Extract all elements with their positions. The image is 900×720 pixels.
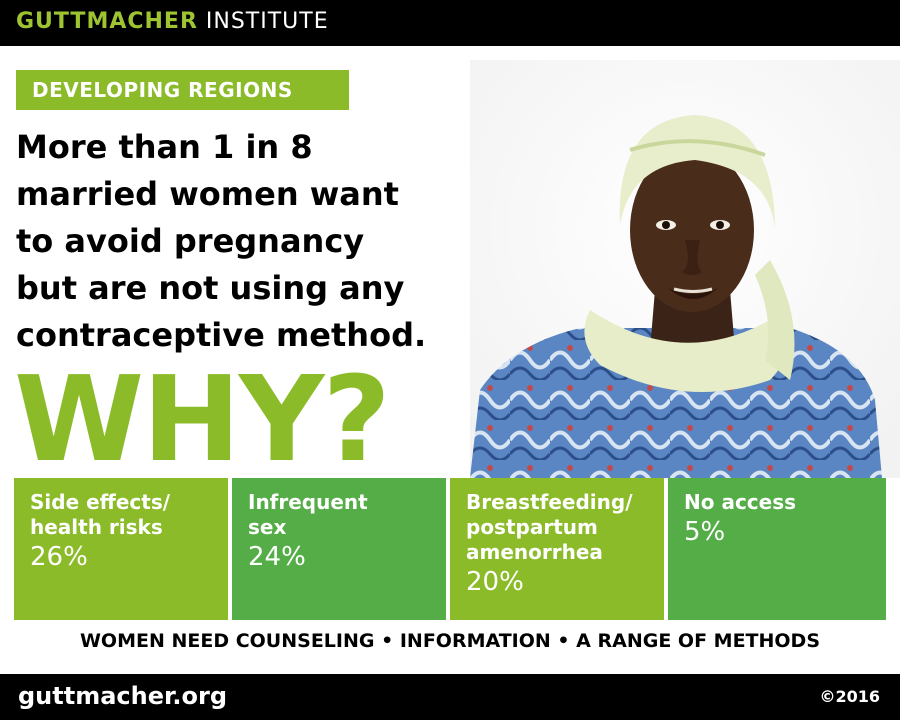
stat-label: Breastfeeding/ postpartum amenorrhea (466, 490, 654, 565)
stat-value: 20% (466, 567, 524, 597)
stat-value: 5% (684, 517, 726, 547)
headline-line: to avoid pregnancy (16, 222, 365, 260)
stat-no-access: No access 5% (668, 478, 886, 620)
stats-row: Side effects/ health risks 26% Infrequen… (14, 478, 886, 620)
stat-side-effects: Side effects/ health risks 26% (14, 478, 228, 620)
stat-label-line: amenorrhea (466, 540, 603, 564)
headline: More than 1 in 8 married women want to a… (16, 124, 486, 359)
stat-label-line: Side effects/ (30, 490, 171, 514)
headline-line: More than 1 in 8 (16, 128, 313, 166)
stat-label-line: health risks (30, 515, 163, 539)
stat-value: 24% (248, 542, 306, 572)
bottom-bar: guttmacher.org ©2016 (0, 674, 900, 720)
portrait-illustration (470, 60, 900, 478)
brand-bold: GUTTMACHER (16, 9, 198, 34)
headline-line: married women want (16, 175, 399, 213)
stat-label-line: Breastfeeding/ (466, 490, 633, 514)
tagline: WOMEN NEED COUNSELING • INFORMATION • A … (79, 630, 821, 652)
brand-logo: GUTTMACHER INSTITUTE (16, 9, 329, 34)
stat-value: 26% (30, 542, 88, 572)
stat-label-line: postpartum (466, 515, 598, 539)
region-tag: DEVELOPING REGIONS (16, 70, 349, 110)
why-heading: WHY? (14, 350, 391, 488)
top-bar: GUTTMACHER INSTITUTE (0, 0, 900, 46)
brand-regular: INSTITUTE (205, 9, 329, 34)
stat-label-line: sex (248, 515, 287, 539)
stat-label: Infrequent sex (248, 490, 436, 540)
copyright: ©2016 (819, 687, 880, 706)
stat-label-line: No access (684, 490, 797, 514)
stat-label: No access (684, 490, 876, 515)
site-url[interactable]: guttmacher.org (18, 682, 228, 710)
stat-infrequent-sex: Infrequent sex 24% (232, 478, 446, 620)
stat-label: Side effects/ health risks (30, 490, 218, 540)
portrait-photo (470, 60, 900, 478)
stat-breastfeeding: Breastfeeding/ postpartum amenorrhea 20% (450, 478, 664, 620)
headline-line: contraceptive method. (16, 316, 427, 354)
headline-line: but are not using any (16, 269, 405, 307)
stat-label-line: Infrequent (248, 490, 368, 514)
